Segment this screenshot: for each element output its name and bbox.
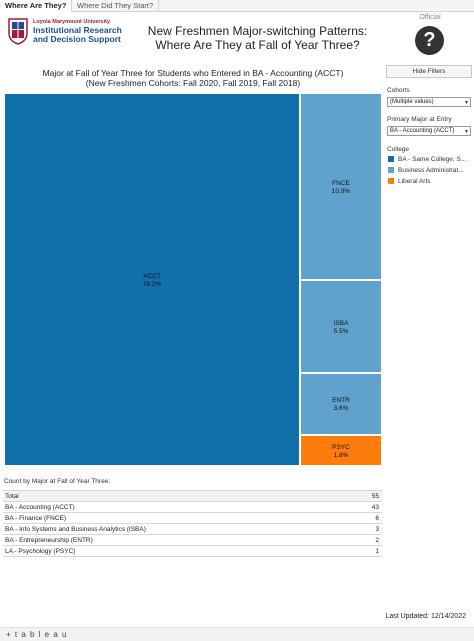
chevron-down-icon: ▼ <box>464 100 469 106</box>
cohorts-dropdown-value: (Multiple values) <box>390 99 434 105</box>
treemap-cell-percent: 78.2% <box>142 280 162 288</box>
table-row: BA - Accounting (ACCT) 43 <box>3 501 382 512</box>
chart-title: Major at Fall of Year Three for Students… <box>4 68 382 88</box>
treemap-cell-acct[interactable]: ACCT 78.2% <box>4 93 300 466</box>
shield-icon <box>8 18 28 45</box>
legend-swatch <box>388 167 394 173</box>
legend-item-liberal-arts[interactable]: Liberal Arts <box>388 177 472 186</box>
hide-filters-button[interactable]: Hide Filters <box>386 65 472 78</box>
primary-major-dropdown[interactable]: BA - Accounting (ACCT) ▼ <box>387 126 471 136</box>
tab-bar: Where Are They? Where Did They Start? <box>0 0 474 12</box>
row-value: 3 <box>375 526 379 533</box>
table-row: BA - Info Systems and Business Analytics… <box>3 523 382 534</box>
row-label: LA - Psychology (PSYC) <box>5 548 76 555</box>
tab-where-did-they-start[interactable]: Where Did They Start? <box>72 0 160 12</box>
treemap-cell-percent: 10.9% <box>331 187 351 195</box>
row-label: BA - Info Systems and Business Analytics… <box>5 526 146 533</box>
page-title: New Freshmen Major-switching Patterns: W… <box>135 24 380 52</box>
table-bottom-border <box>3 556 382 557</box>
treemap-cell-fnce[interactable]: FNCE 10.9% <box>300 93 382 280</box>
office-name-line2: and Decision Support <box>33 34 121 44</box>
legend-item-label: BA - Same College, S... <box>398 156 467 163</box>
legend-item-business-administration[interactable]: Business Administrat... <box>388 166 472 175</box>
treemap-cell-percent: 5.5% <box>333 327 349 335</box>
table-row: BA - Entrepreneurship (ENTR) 2 <box>3 534 382 545</box>
treemap-cell-major: PSYC <box>332 443 350 451</box>
treemap-cell-percent: 1.8% <box>333 451 349 459</box>
row-label: Total <box>5 493 19 500</box>
treemap-cell-isba[interactable]: ISBA 5.5% <box>300 280 382 373</box>
college-legend-label: College <box>387 146 410 153</box>
treemap-cell-label: ENTR 3.6% <box>301 397 381 413</box>
treemap-cell-percent: 3.6% <box>333 405 349 412</box>
row-value: 55 <box>371 493 379 500</box>
tableau-logo[interactable]: + t a b l e a u <box>6 630 68 639</box>
official-label: Official <box>419 14 441 21</box>
primary-major-dropdown-value: BA - Accounting (ACCT) <box>390 128 455 134</box>
treemap-cell-major: ISBA <box>333 319 349 327</box>
office-name-line1: Institutional Research <box>33 25 122 35</box>
treemap-chart: ACCT 78.2% FNCE 10.9% ISBA 5.5% ENTR 3.6% PSYC 1.… <box>4 93 382 466</box>
chevron-down-icon: ▼ <box>464 129 469 135</box>
row-value: 6 <box>375 515 379 522</box>
row-label: BA - Accounting (ACCT) <box>5 504 75 511</box>
treemap-cell-major: ENTR <box>332 397 350 404</box>
page-title-line2: Where Are They at Fall of Year Three? <box>155 38 360 52</box>
table-row: BA - Finance (FNCE) 6 <box>3 512 382 523</box>
lmu-irds-logo: Loyola Marymount University Institutiona… <box>8 18 124 48</box>
table-row: LA - Psychology (PSYC) 1 <box>3 545 382 556</box>
university-name: Loyola Marymount University <box>33 19 111 25</box>
legend-item-same-college[interactable]: BA - Same College, S... <box>388 155 472 164</box>
treemap-cell-label: ISBA 5.5% <box>301 320 381 336</box>
row-value: 43 <box>371 504 379 511</box>
legend-item-label: Liberal Arts <box>398 178 431 185</box>
cohorts-dropdown[interactable]: (Multiple values) ▼ <box>387 97 471 107</box>
row-value: 2 <box>375 537 379 544</box>
treemap-cell-entr[interactable]: ENTR 3.6% <box>300 373 382 435</box>
treemap-cell-label: FNCE 10.9% <box>301 180 381 196</box>
primary-major-filter-label: Primary Major at Entry <box>387 116 452 123</box>
page-title-line1: New Freshmen Major-switching Patterns: <box>147 24 368 38</box>
legend-swatch <box>388 178 394 184</box>
legend-swatch <box>388 156 394 162</box>
cohorts-filter-label: Cohorts <box>387 87 410 94</box>
treemap-cell-major: ACCT <box>143 272 161 280</box>
count-table-title: Count by Major at Fall of Year Three: <box>4 478 111 485</box>
row-value: 1 <box>375 548 379 555</box>
last-updated: Last Updated: 12/14/2022 <box>385 613 466 620</box>
chart-title-line1: Major at Fall of Year Three for Students… <box>42 68 344 78</box>
treemap-cell-major: FNCE <box>332 179 350 187</box>
tab-where-are-they[interactable]: Where Are They? <box>0 0 73 12</box>
treemap-cell-label: ACCT 78.2% <box>5 273 299 289</box>
row-label: BA - Entrepreneurship (ENTR) <box>5 537 93 544</box>
table-row-total: Total 55 <box>3 490 382 501</box>
count-table: Total 55 BA - Accounting (ACCT) 43 BA - … <box>3 490 382 557</box>
chart-title-line2: (New Freshmen Cohorts: Fall 2020, Fall 2… <box>85 78 301 88</box>
row-label: BA - Finance (FNCE) <box>5 515 67 522</box>
treemap-cell-label: PSYC 1.8% <box>301 444 381 460</box>
help-icon[interactable]: ? <box>415 26 444 55</box>
treemap-cell-psyc[interactable]: PSYC 1.8% <box>300 435 382 466</box>
legend-item-label: Business Administrat... <box>398 167 464 174</box>
tableau-footer: + t a b l e a u <box>0 627 474 641</box>
